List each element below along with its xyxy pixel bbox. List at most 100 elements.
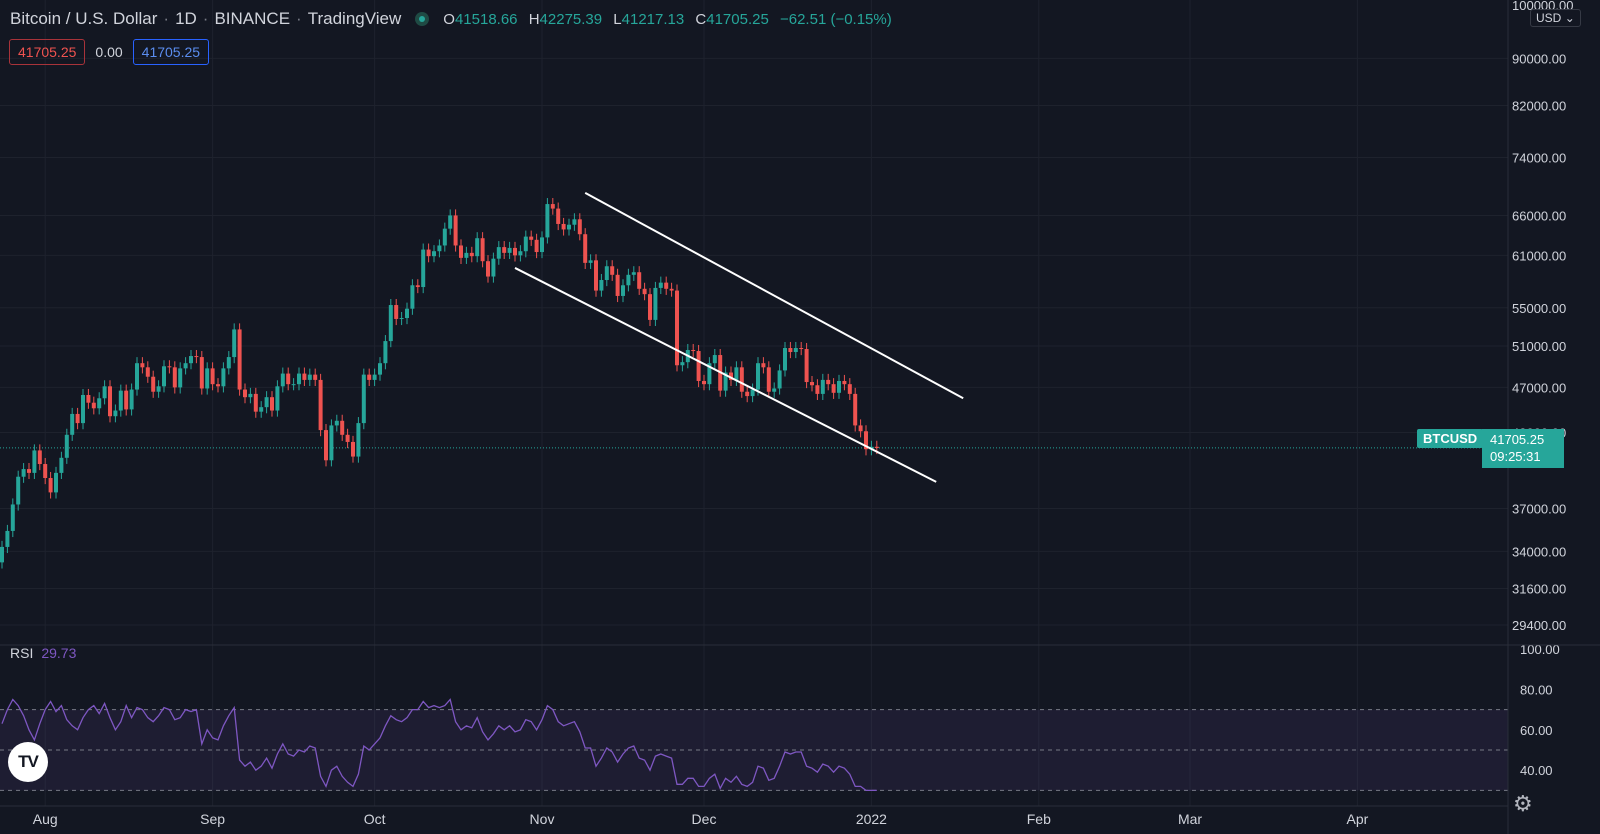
candle xyxy=(291,378,296,391)
candle xyxy=(572,213,577,231)
candle-body xyxy=(399,318,404,320)
rsi-legend[interactable]: RSI 29.73 xyxy=(10,645,76,661)
price-tick-label: 29400.00 xyxy=(1512,618,1566,633)
candle xyxy=(27,463,31,479)
high-key: H xyxy=(528,10,540,28)
candle-body xyxy=(831,384,836,393)
candle-body xyxy=(648,294,652,320)
candle-body xyxy=(820,379,825,394)
candle-body xyxy=(745,391,750,397)
candle xyxy=(70,407,75,441)
candle xyxy=(675,284,679,372)
candle xyxy=(156,380,161,398)
buy-button[interactable]: 41705.25 xyxy=(132,39,210,65)
candle xyxy=(648,288,652,327)
candle-body xyxy=(572,219,577,225)
candle xyxy=(766,361,771,398)
candle-body xyxy=(545,204,550,238)
candle xyxy=(804,342,809,389)
candle-body xyxy=(280,373,285,387)
candle xyxy=(405,302,409,325)
candle-body xyxy=(264,397,269,408)
candle-body xyxy=(550,204,555,209)
price-tick-label: 61000.00 xyxy=(1512,248,1566,263)
time-tick-label: Sep xyxy=(200,811,225,827)
tradingview-logo[interactable]: TV xyxy=(8,742,48,782)
candle-body xyxy=(658,282,663,288)
candle-body xyxy=(421,249,426,288)
candle-body xyxy=(275,386,280,411)
candle-body xyxy=(691,350,696,352)
candle xyxy=(810,375,814,392)
candle-body xyxy=(750,389,755,397)
candle-body xyxy=(27,469,31,473)
candle xyxy=(64,428,69,464)
currency-select[interactable]: USD ⌄ xyxy=(1530,9,1581,27)
price-tick-label: 74000.00 xyxy=(1512,150,1566,165)
candle-body xyxy=(59,457,64,473)
candle-body xyxy=(129,389,134,410)
candle xyxy=(237,323,242,396)
candle xyxy=(739,361,744,398)
candle-body xyxy=(297,373,301,385)
candle-body xyxy=(534,239,539,253)
candle xyxy=(221,362,226,393)
candle xyxy=(469,246,474,263)
candle xyxy=(302,367,307,387)
channel-lower-line[interactable] xyxy=(514,267,937,483)
time-tick-label: Dec xyxy=(692,811,717,827)
candle-body xyxy=(351,441,355,457)
candle-body xyxy=(10,504,15,531)
candle xyxy=(621,279,625,303)
low-key: L xyxy=(613,10,622,28)
symbol-title[interactable]: Bitcoin / U.S. Dollar xyxy=(10,9,158,28)
candle xyxy=(307,368,312,387)
candle-body xyxy=(772,388,777,392)
candle-body xyxy=(675,290,679,366)
symbol-price-tag: BTCUSD xyxy=(1417,429,1484,448)
candle-body xyxy=(259,407,264,412)
candle-body xyxy=(426,249,431,257)
candle-body xyxy=(232,329,237,358)
candle-body xyxy=(459,245,463,258)
candle xyxy=(712,349,717,370)
candle xyxy=(513,241,517,262)
candle-body xyxy=(372,374,377,380)
candle-body xyxy=(475,238,480,257)
candle xyxy=(264,391,269,414)
candle-body xyxy=(702,380,706,385)
candle xyxy=(351,435,355,463)
candle-body xyxy=(16,476,21,505)
candle xyxy=(399,311,404,326)
candle-body xyxy=(237,329,242,390)
candle xyxy=(626,268,631,292)
candle xyxy=(199,351,204,395)
candle-body xyxy=(729,372,733,380)
time-tick-label: Nov xyxy=(530,811,555,827)
channel-upper-line[interactable] xyxy=(584,192,964,400)
candle-body xyxy=(626,274,631,286)
legend-separator: · xyxy=(163,9,170,28)
grid xyxy=(0,0,1508,806)
candle-body xyxy=(91,402,96,409)
candle xyxy=(421,243,426,294)
candle-body xyxy=(464,252,469,258)
candle-body xyxy=(113,410,118,417)
interval-label[interactable]: 1D xyxy=(175,9,197,28)
candle xyxy=(604,260,609,287)
candle xyxy=(496,241,501,265)
candle xyxy=(135,357,139,396)
candle xyxy=(388,298,393,348)
gear-icon[interactable]: ⚙ xyxy=(1513,791,1533,816)
candle xyxy=(37,444,42,471)
currency-label: USD xyxy=(1536,11,1562,25)
sell-button[interactable]: 41705.25 xyxy=(9,39,86,65)
candle xyxy=(480,232,485,268)
candle-body xyxy=(664,282,669,289)
candle-body xyxy=(340,420,345,435)
rsi-tick-label: 80.00 xyxy=(1520,682,1553,697)
candle xyxy=(448,209,453,235)
candle xyxy=(189,350,193,370)
candle xyxy=(826,373,831,391)
